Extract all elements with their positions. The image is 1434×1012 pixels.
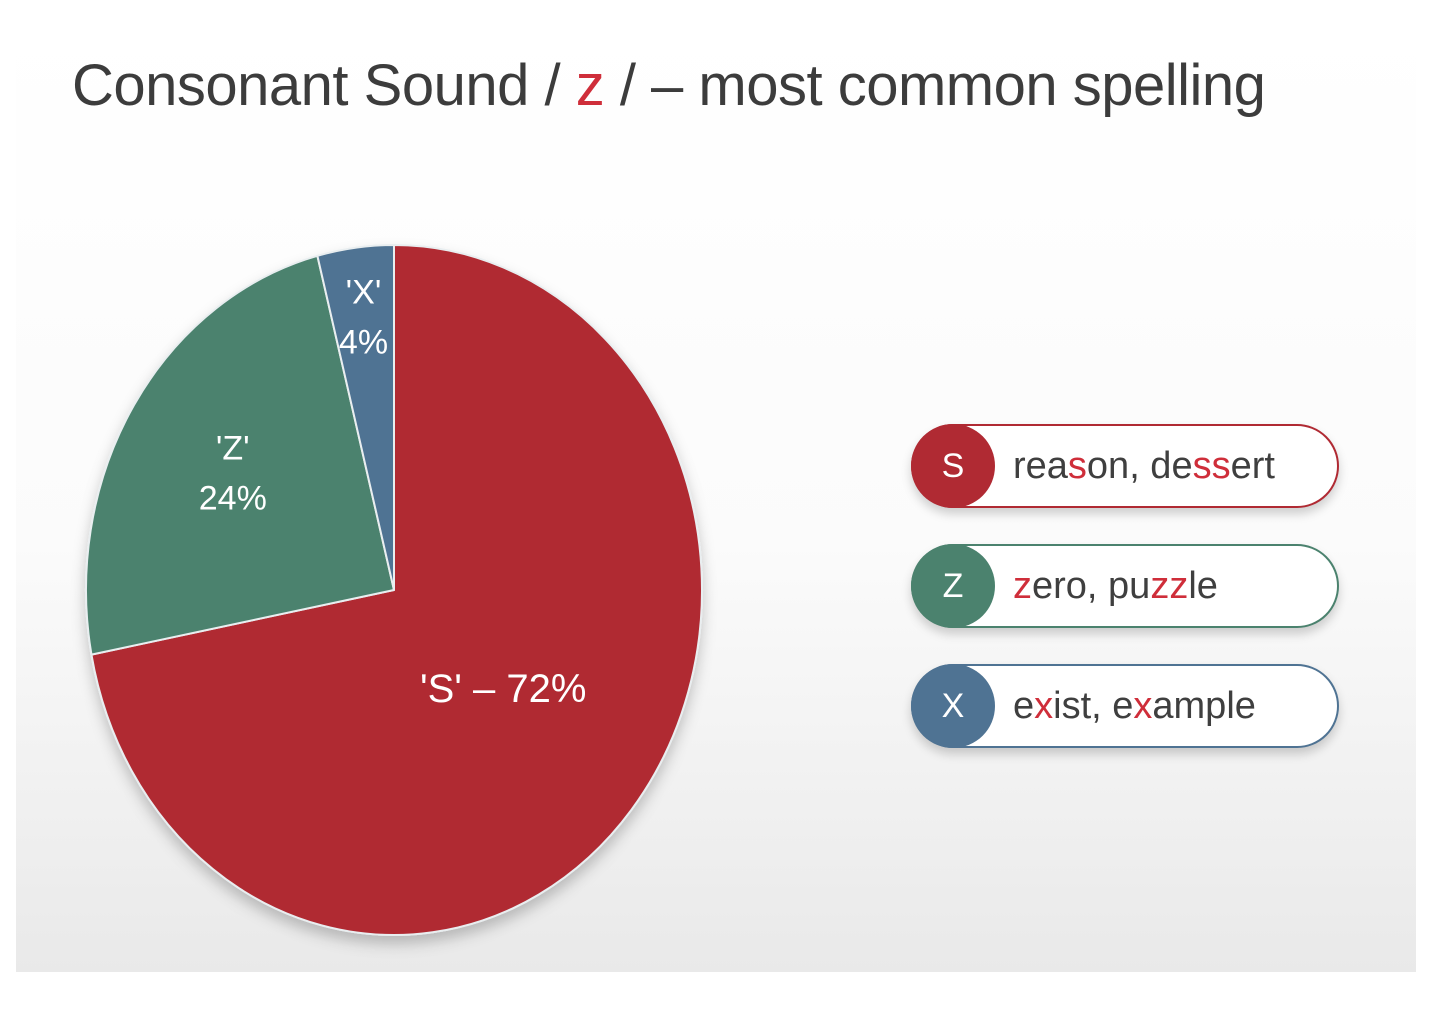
pie-label-z-line-2: 24% bbox=[199, 479, 267, 517]
legend-example-z: zero, puzzle bbox=[1013, 565, 1218, 607]
pie-slice-s bbox=[90, 244, 704, 936]
legend-item-z: Z zero, puzzle bbox=[911, 544, 1339, 628]
legend-badge-z: Z bbox=[911, 544, 995, 628]
pie-label-s: 'S' – 72% bbox=[420, 667, 586, 711]
legend-item-s: S reason, dessert bbox=[911, 424, 1339, 508]
title-text-after: / – most common spelling bbox=[604, 53, 1266, 118]
legend-example-x: exist, example bbox=[1013, 685, 1256, 727]
legend-badge-x: X bbox=[911, 664, 995, 748]
legend-example-s: reason, dessert bbox=[1013, 445, 1275, 487]
legend-badge-s: S bbox=[911, 424, 995, 508]
pie-chart: 'S' – 72% 'Z' 24% 'X' 4% bbox=[85, 244, 704, 936]
pie-label-x-line-1: 'X' bbox=[346, 274, 382, 312]
title-text-before: Consonant Sound / bbox=[72, 53, 576, 118]
chart-title: Consonant Sound / z / – most common spel… bbox=[72, 52, 1266, 119]
title-accent-letter: z bbox=[575, 53, 605, 118]
pie-slices bbox=[85, 244, 704, 936]
slide: Consonant Sound / z / – most common spel… bbox=[16, 22, 1416, 972]
pie-slice-z bbox=[85, 254, 395, 656]
pie-label-z-line-1: 'Z' bbox=[216, 429, 250, 467]
legend-item-x: X exist, example bbox=[911, 664, 1339, 748]
pie-label-x-line-2: 4% bbox=[339, 324, 388, 362]
pie-slice-x bbox=[316, 244, 395, 591]
pie-labels: 'S' – 72% 'Z' 24% 'X' 4% bbox=[199, 274, 587, 711]
